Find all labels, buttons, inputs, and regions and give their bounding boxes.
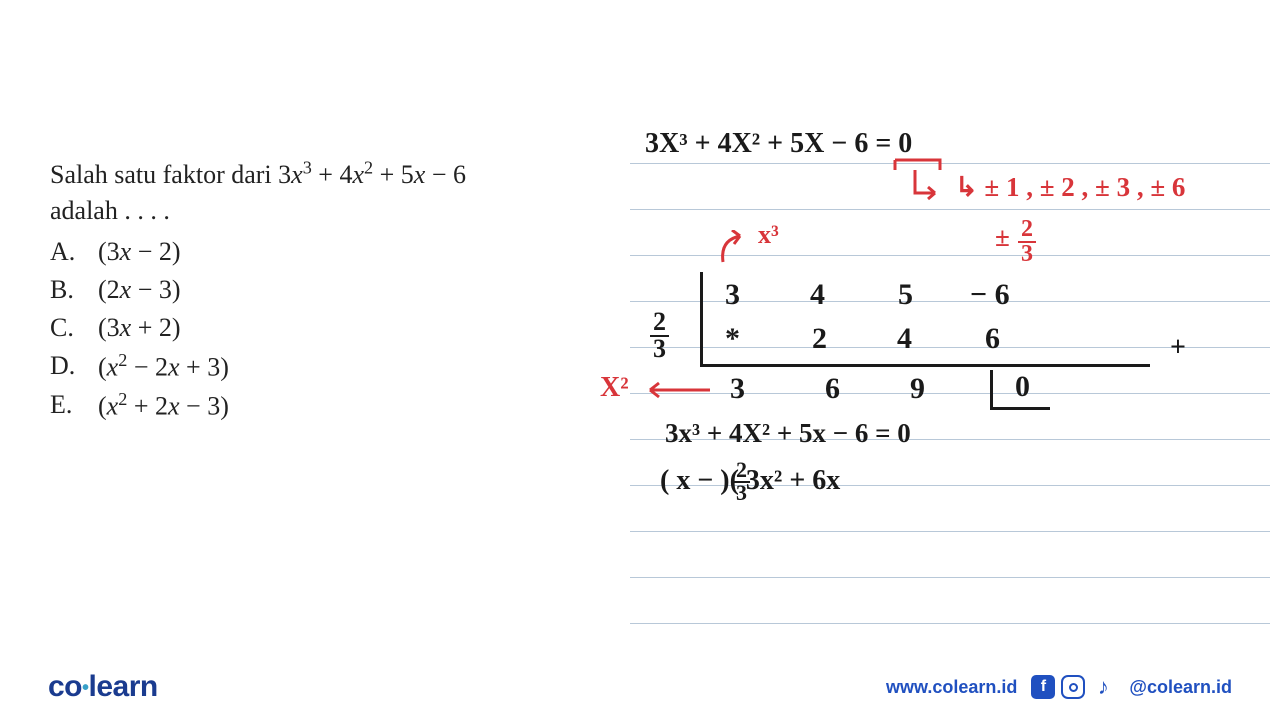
hw-factored: ( x − )( 3x² + 6x bbox=[660, 465, 840, 497]
footer-right: www.colearn.id f ♪ @colearn.id bbox=[886, 675, 1232, 699]
social-handle: @colearn.id bbox=[1129, 677, 1232, 698]
website-url: www.colearn.id bbox=[886, 677, 1017, 698]
answer-text: (3x + 2) bbox=[98, 309, 181, 347]
hw-synrow1-c3: − 6 bbox=[970, 278, 1010, 312]
tiktok-icon: ♪ bbox=[1091, 675, 1115, 699]
answer-option: E. (x2 + 2x − 3) bbox=[50, 386, 610, 425]
logo-co: co bbox=[48, 670, 82, 703]
answer-option: D. (x2 − 2x + 3) bbox=[50, 347, 610, 386]
instagram-icon bbox=[1061, 675, 1085, 699]
hw-synrow2-c2: 4 bbox=[897, 322, 912, 356]
synthetic-division-left bbox=[700, 272, 703, 364]
hw-testval-sign: ± bbox=[995, 222, 1010, 253]
brand-logo: co•learn bbox=[48, 670, 158, 704]
hw-synrow1-c1: 4 bbox=[810, 278, 825, 312]
logo-learn: learn bbox=[89, 670, 158, 703]
hw-synrow3-c0: 3 bbox=[730, 372, 745, 406]
hw-divisor-frac: 23 bbox=[650, 310, 669, 361]
answer-text: (x2 + 2x − 3) bbox=[98, 386, 229, 425]
hw-x2-label: X² bbox=[600, 372, 629, 404]
answer-list: A. (3x − 2) B. (2x − 3) C. (3x + 2) D. (… bbox=[50, 233, 610, 425]
answer-option: B. (2x − 3) bbox=[50, 271, 610, 309]
answer-text: (3x − 2) bbox=[98, 233, 181, 271]
answer-label: A. bbox=[50, 233, 98, 271]
question-line1: Salah satu faktor dari 3x3 + 4x2 + 5x − … bbox=[50, 160, 466, 189]
hw-synrow3-c2: 9 bbox=[910, 372, 925, 406]
logo-dot-icon: • bbox=[82, 677, 89, 700]
synthetic-division-bottom bbox=[700, 364, 1150, 367]
answer-label: B. bbox=[50, 271, 98, 309]
hw-remainder: 0 bbox=[1015, 370, 1030, 404]
problem-area: Salah satu faktor dari 3x3 + 4x2 + 5x − … bbox=[50, 155, 610, 425]
answer-text: (x2 − 2x + 3) bbox=[98, 347, 229, 386]
footer: co•learn www.colearn.id f ♪ @colearn.id bbox=[0, 664, 1280, 720]
hw-factor-hints: ↳ ± 1 , ± 2 , ± 3 , ± 6 bbox=[955, 172, 1185, 203]
hw-plus-sign: + bbox=[1170, 332, 1186, 364]
answer-label: D. bbox=[50, 347, 98, 386]
answer-text: (2x − 3) bbox=[98, 271, 181, 309]
social-icons: f ♪ bbox=[1031, 675, 1115, 699]
facebook-icon: f bbox=[1031, 675, 1055, 699]
hw-synrow3-c1: 6 bbox=[825, 372, 840, 406]
hw-equation-mid: 3x³ + 4X² + 5x − 6 = 0 bbox=[665, 418, 911, 449]
hw-synrow2-c1: 2 bbox=[812, 322, 827, 356]
hw-synrow2-c3: 6 bbox=[985, 322, 1000, 356]
question-text: Salah satu faktor dari 3x3 + 4x2 + 5x − … bbox=[50, 155, 610, 229]
hw-x3-label: x³ bbox=[758, 220, 779, 250]
answer-label: C. bbox=[50, 309, 98, 347]
hw-synrow1-c0: 3 bbox=[725, 278, 740, 312]
arrow-to-x2 bbox=[645, 380, 715, 400]
answer-label: E. bbox=[50, 386, 98, 425]
answer-option: C. (3x + 2) bbox=[50, 309, 610, 347]
hw-synrow2-c0: * bbox=[725, 322, 740, 356]
hw-testval-frac: 23 bbox=[1018, 218, 1036, 266]
hw-synrow1-c2: 5 bbox=[898, 278, 913, 312]
hw-equation-top: 3X³ + 4X² + 5X − 6 = 0 bbox=[645, 128, 912, 160]
bracket-to-factors bbox=[890, 158, 950, 206]
handwritten-work-area: 3X³ + 4X² + 5X − 6 = 0 ↳ ± 1 , ± 2 , ± 3… bbox=[630, 110, 1270, 630]
hw-factored-frac: 23 bbox=[733, 460, 750, 504]
question-line2: adalah . . . . bbox=[50, 196, 170, 225]
answer-option: A. (3x − 2) bbox=[50, 233, 610, 271]
